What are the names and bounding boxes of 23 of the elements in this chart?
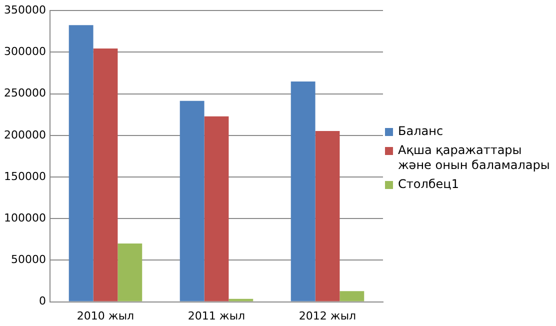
bar (204, 116, 229, 302)
y-tick-label: 350000 (4, 3, 46, 16)
y-tick-label: 250000 (4, 86, 46, 100)
bar (340, 291, 364, 302)
legend-label: Баланс (398, 124, 444, 139)
x-tick-label: 2012 жыл (298, 309, 356, 322)
y-tick-label: 300000 (4, 45, 46, 58)
y-tick-label: 50000 (10, 253, 46, 266)
bar (315, 130, 340, 302)
bar (93, 48, 118, 302)
y-tick-label: 150000 (4, 170, 46, 183)
legend-label: Столбец1 (398, 177, 459, 192)
y-tick-label: 200000 (4, 128, 46, 142)
x-tick-label: 2011 жыл (188, 309, 246, 322)
bar (68, 25, 94, 302)
legend-label: Ақша қаражаттары және онын баламалары (398, 143, 551, 173)
bar (118, 244, 142, 302)
y-tick-label: 0 (38, 294, 46, 308)
y-tick-label: 100000 (4, 211, 46, 224)
x-tick-label: 2010 жыл (76, 309, 134, 322)
bar (228, 298, 254, 302)
bar (290, 81, 316, 302)
bar (180, 100, 204, 302)
